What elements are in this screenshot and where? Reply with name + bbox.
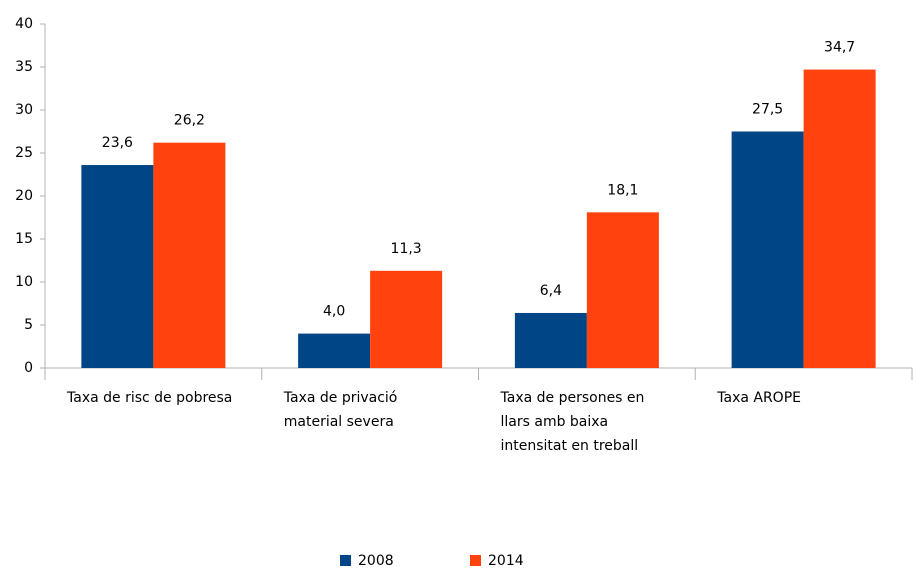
legend-label: 2008 <box>358 553 394 569</box>
bar <box>586 212 659 368</box>
y-tick-label: 10 <box>15 274 33 290</box>
bar <box>153 142 226 368</box>
x-tick-label: Taxa de privació material severa <box>283 390 398 430</box>
x-tick-label: Taxa de risc de pobresa <box>67 390 233 406</box>
value-label: 6,4 <box>540 283 562 299</box>
y-tick-label: 35 <box>15 59 33 75</box>
value-label: 18,1 <box>607 182 638 198</box>
bar <box>731 131 804 368</box>
y-tick-label: 30 <box>15 102 33 118</box>
x-tick-label: Taxa AROPE <box>717 390 801 406</box>
value-label: 11,3 <box>391 241 422 257</box>
value-label: 27,5 <box>752 102 783 118</box>
y-tick-label: 15 <box>15 231 33 247</box>
y-tick-label: 40 <box>15 16 33 32</box>
bar <box>803 69 876 368</box>
bar <box>81 165 154 368</box>
value-label: 23,6 <box>102 135 133 151</box>
y-tick-label: 5 <box>24 317 33 333</box>
value-label: 34,7 <box>824 40 855 56</box>
bar <box>298 333 371 368</box>
value-label: 26,2 <box>174 113 205 129</box>
bar <box>370 270 443 368</box>
value-label: 4,0 <box>323 304 345 320</box>
bar <box>514 312 587 368</box>
legend-swatch <box>470 555 481 566</box>
legend-swatch <box>340 555 351 566</box>
y-tick-label: 0 <box>24 360 33 376</box>
x-tick-label: Taxa de persones en llars amb baixa inte… <box>500 390 645 454</box>
y-tick-label: 20 <box>15 188 33 204</box>
y-tick-label: 25 <box>15 145 33 161</box>
legend-label: 2014 <box>488 553 524 569</box>
